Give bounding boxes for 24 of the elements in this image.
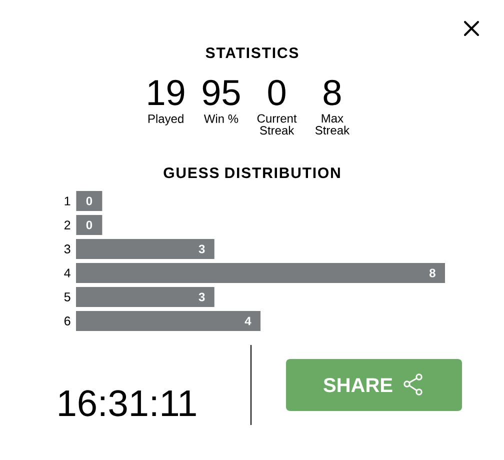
data-label: 3 bbox=[198, 292, 205, 302]
data-label: 95 bbox=[202, 80, 240, 106]
chart-title: GUESS DISTRIBUTION bbox=[164, 168, 340, 178]
y-tick-label: 5 bbox=[64, 292, 70, 302]
data-label: 8 bbox=[430, 268, 436, 278]
y-tick-label: 6 bbox=[64, 316, 70, 326]
y-tick-label: 2 bbox=[64, 220, 70, 230]
category-label: Current Streak bbox=[257, 114, 297, 135]
data-label: 0 bbox=[86, 220, 92, 230]
data-label: 4 bbox=[244, 316, 252, 326]
text: STATISTICS bbox=[206, 48, 298, 58]
data-label: 0 bbox=[86, 196, 92, 206]
y-tick-label: 3 bbox=[64, 244, 70, 254]
category-label: Played bbox=[148, 114, 184, 126]
data-label: 0 bbox=[268, 80, 286, 106]
category-label: Win % bbox=[204, 114, 238, 123]
data-label: 19 bbox=[148, 80, 184, 106]
text: SHARE bbox=[324, 378, 392, 392]
y-tick-label: 1 bbox=[64, 196, 70, 206]
category-label: Max Streak bbox=[315, 114, 350, 135]
data-label: 3 bbox=[198, 244, 205, 254]
y-tick-label: 4 bbox=[64, 268, 70, 278]
text: 16:31:11 bbox=[59, 390, 196, 416]
data-label: 8 bbox=[324, 80, 341, 106]
